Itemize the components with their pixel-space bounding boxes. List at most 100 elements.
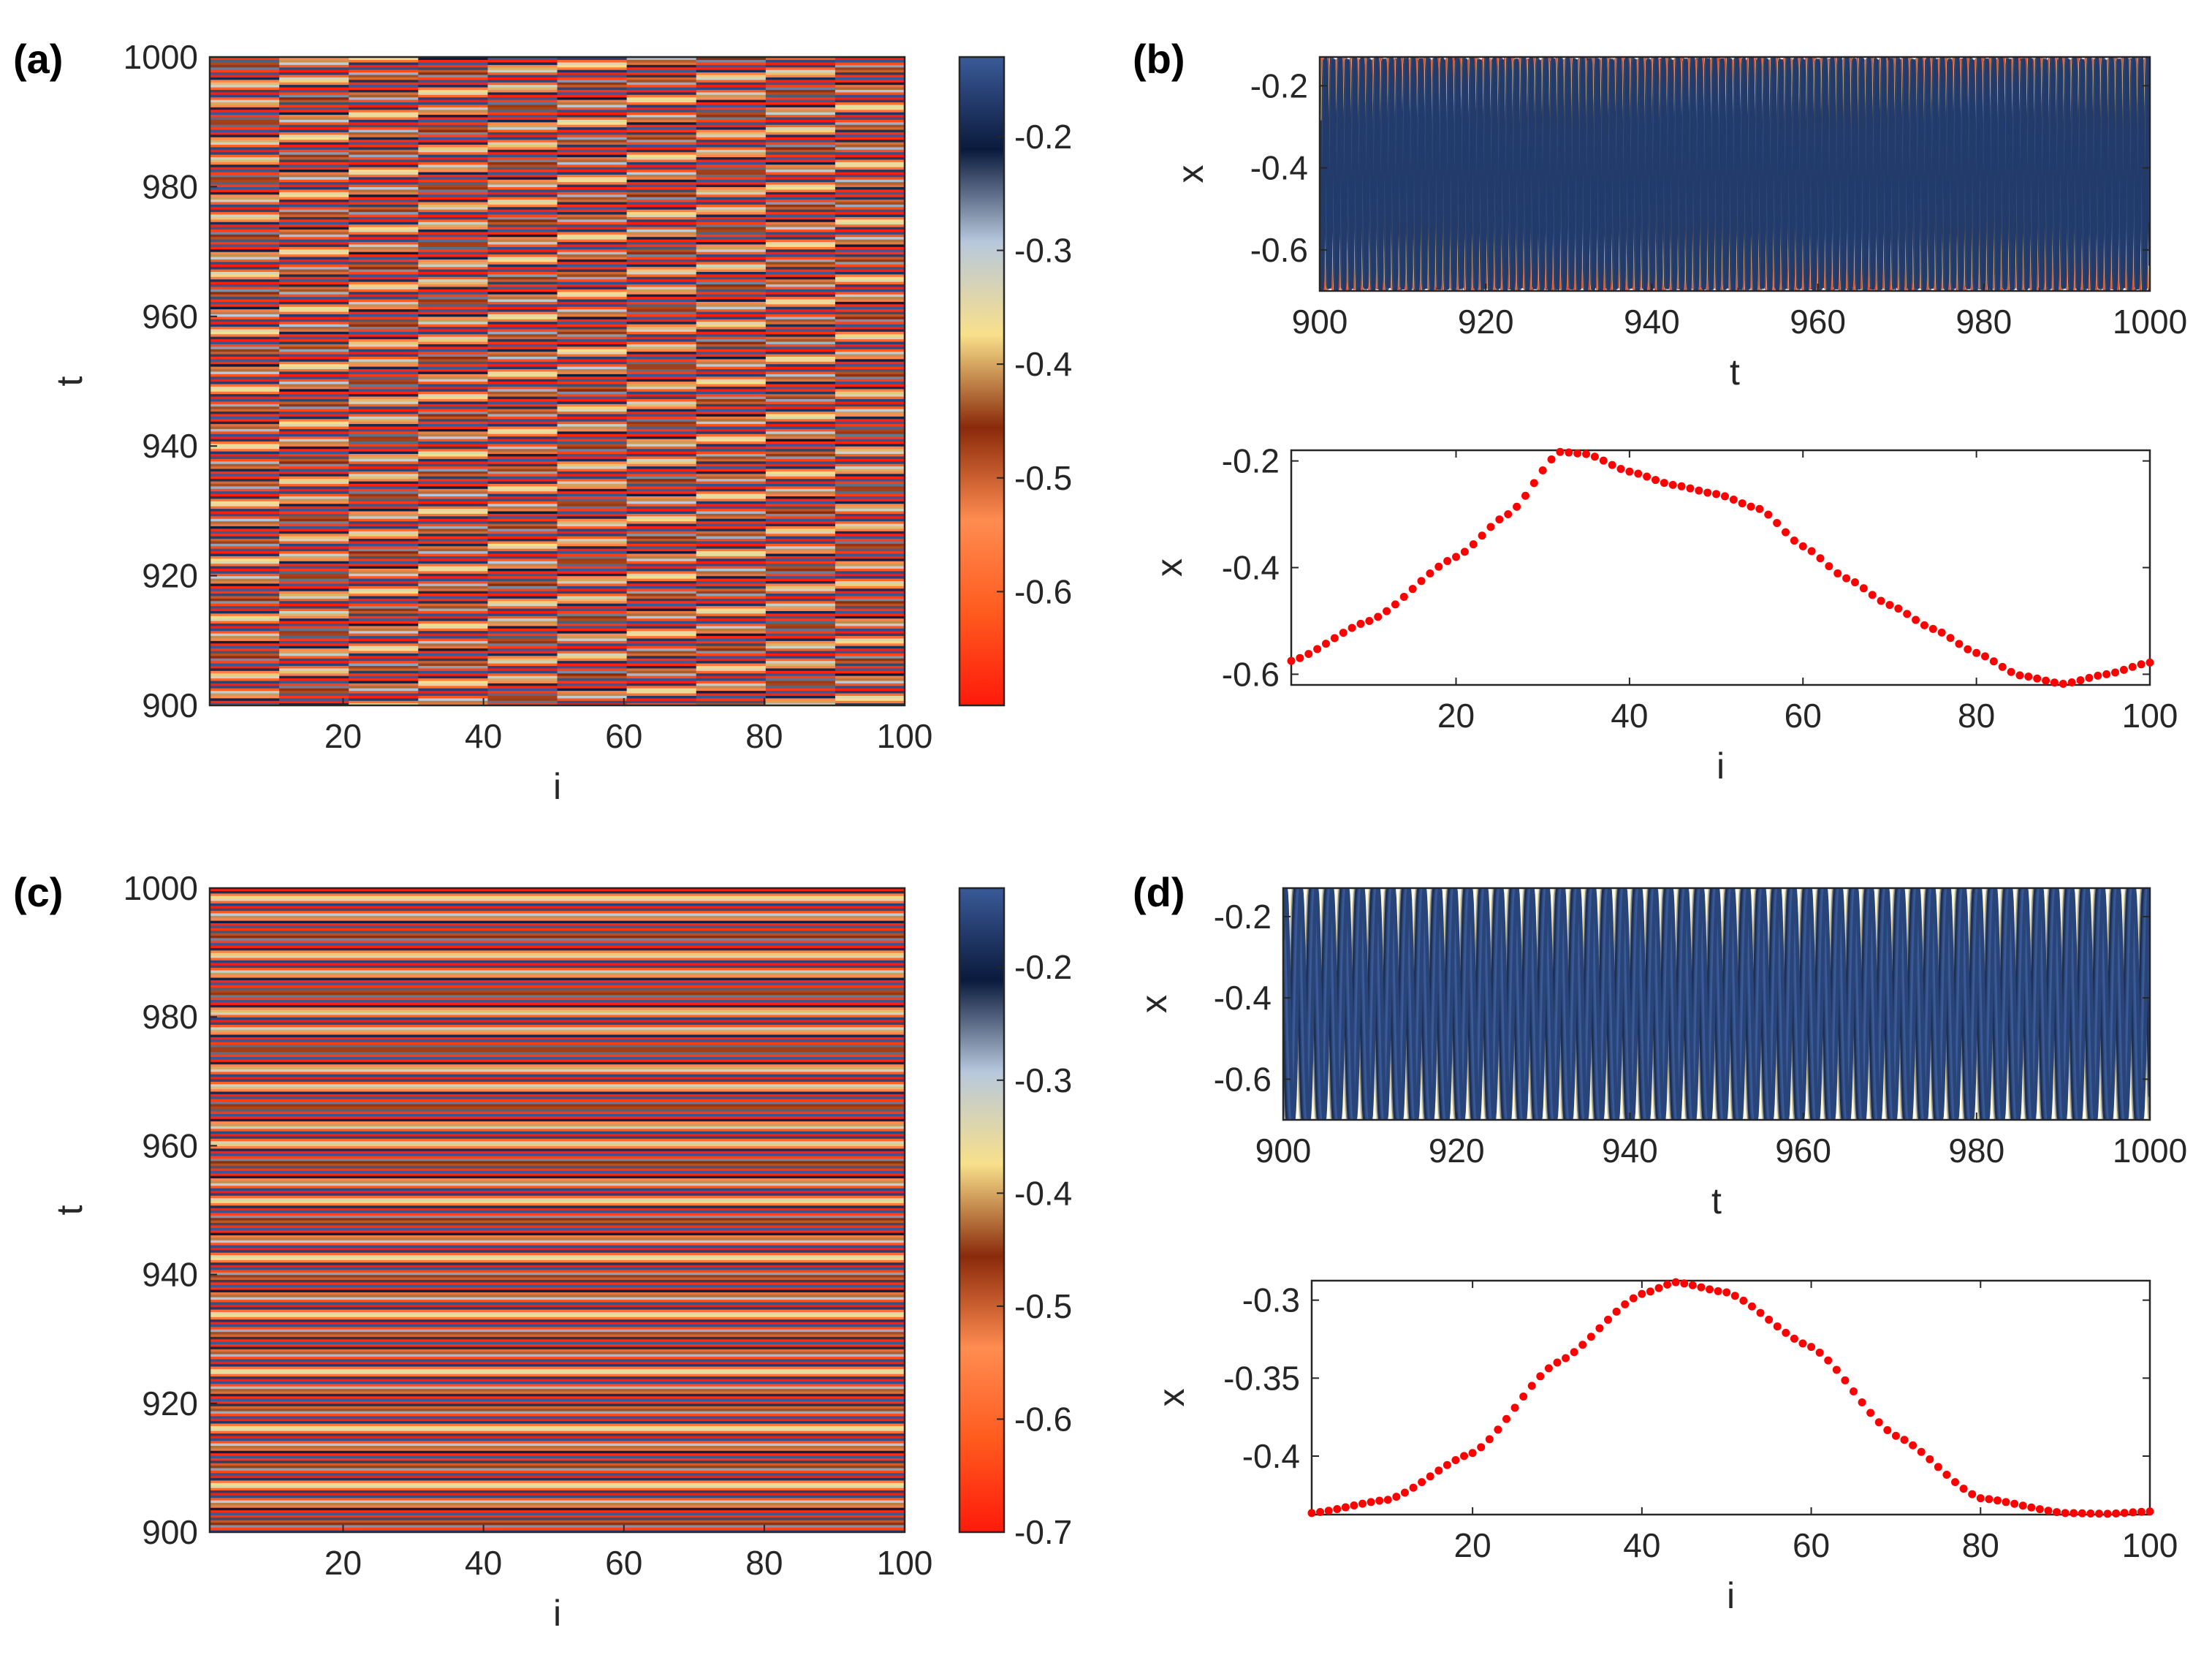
heatmap-cell	[627, 299, 697, 302]
heatmap-cell	[766, 132, 836, 134]
heatmap-cell	[349, 85, 419, 88]
heatmap-cell	[766, 501, 836, 504]
heatmap-cell	[627, 304, 697, 307]
heatmap-cell	[279, 354, 349, 357]
heatmap-cell	[279, 419, 349, 422]
heatmap-cell	[627, 444, 697, 447]
heatmap-cell	[487, 661, 558, 664]
heatmap-cell	[766, 67, 836, 70]
heatmap-cell	[627, 651, 697, 653]
data-point	[1536, 1372, 1544, 1380]
heatmap-cell	[835, 336, 905, 339]
heatmap-cell	[349, 177, 419, 180]
heatmap-cell	[210, 249, 280, 252]
heatmap-cell	[696, 645, 767, 648]
heatmap-cell	[487, 538, 558, 541]
heatmap-cell	[210, 663, 280, 666]
heatmap-cell	[835, 259, 905, 262]
heatmap-cell	[418, 656, 488, 659]
heatmap-cell	[627, 451, 697, 454]
heatmap-cell	[279, 279, 349, 282]
heatmap-cell	[210, 543, 280, 546]
heatmap-cell	[210, 436, 280, 439]
heatmap-cell	[835, 99, 905, 102]
heatmap-cell	[210, 693, 280, 696]
panel-b_bottom: 20 40 60 80 100-0.2-0.4-0.6ix	[1149, 442, 2178, 787]
heatmap-cell	[210, 326, 280, 329]
heatmap-body	[210, 888, 905, 1533]
heatmap-cell	[835, 483, 905, 486]
heatmap-cell	[558, 603, 628, 606]
heatmap-cell	[696, 199, 767, 202]
heatmap-cell	[696, 488, 767, 491]
heatmap-cell	[487, 436, 558, 439]
heatmap-cell	[418, 284, 488, 287]
heatmap-cell	[558, 304, 628, 307]
data-point	[1912, 616, 1920, 624]
heatmap-cell	[279, 97, 349, 100]
heatmap-cell	[558, 89, 628, 92]
heatmap-cell	[210, 534, 280, 537]
heatmap-cell	[279, 486, 349, 489]
heatmap-cell	[279, 638, 349, 641]
heatmap-cell	[279, 615, 349, 618]
heatmap-cell	[349, 172, 419, 175]
heatmap-cell	[835, 411, 905, 414]
heatmap-cell	[835, 610, 905, 613]
heatmap-cell	[487, 72, 558, 75]
heatmap-cell	[349, 573, 419, 576]
heatmap-cell	[696, 504, 767, 507]
heatmap-cell	[766, 107, 836, 110]
heatmap-cell	[627, 566, 697, 569]
heatmap-cell	[558, 518, 628, 521]
heatmap-cell	[210, 134, 280, 137]
heatmap-cell	[210, 568, 280, 571]
heatmap-cell	[558, 289, 628, 292]
heatmap-cell	[210, 580, 280, 583]
heatmap-cell	[210, 341, 280, 344]
heatmap-cell	[487, 698, 558, 701]
heatmap-cell	[766, 568, 836, 571]
heatmap-cell	[766, 618, 836, 621]
heatmap-cell	[558, 573, 628, 576]
heatmap-cell	[835, 59, 905, 62]
heatmap-cell	[696, 683, 767, 686]
heatmap-cell	[418, 615, 488, 618]
heatmap-cell	[487, 177, 558, 180]
heatmap-cell	[210, 686, 280, 689]
heatmap-cell	[418, 466, 488, 469]
heatmap-cell	[696, 149, 767, 152]
y-tick-label: -0.4	[1242, 1437, 1300, 1475]
data-point	[2095, 1509, 2103, 1517]
heatmap-cell	[279, 635, 349, 638]
heatmap-cell	[558, 528, 628, 531]
heatmap-cell	[279, 212, 349, 215]
heatmap-cell	[627, 586, 697, 588]
data-point	[1477, 1443, 1485, 1451]
heatmap-cell	[349, 389, 419, 392]
heatmap-cell	[349, 292, 419, 295]
heatmap-cell	[766, 212, 836, 215]
heatmap-cell	[418, 670, 488, 673]
heatmap-cell	[835, 167, 905, 170]
heatmap-cell	[558, 216, 628, 219]
heatmap-cell	[835, 571, 905, 574]
heatmap-cell	[279, 648, 349, 651]
heatmap-cell	[349, 140, 419, 143]
heatmap-cell	[418, 471, 488, 474]
heatmap-cell	[349, 366, 419, 369]
heatmap-cell	[558, 119, 628, 122]
heatmap-cell	[558, 284, 628, 287]
heatmap-cell	[696, 546, 767, 549]
heatmap-cell	[487, 221, 558, 224]
heatmap-cell	[835, 192, 905, 194]
heatmap-cell	[766, 152, 836, 155]
heatmap-cell	[558, 140, 628, 143]
heatmap-cell	[627, 695, 697, 698]
heatmap-cell	[418, 698, 488, 701]
heatmap-cell	[835, 237, 905, 240]
heatmap-cell	[279, 631, 349, 634]
heatmap-cell	[418, 241, 488, 244]
heatmap-cell	[766, 665, 836, 668]
data-point	[1669, 481, 1677, 489]
